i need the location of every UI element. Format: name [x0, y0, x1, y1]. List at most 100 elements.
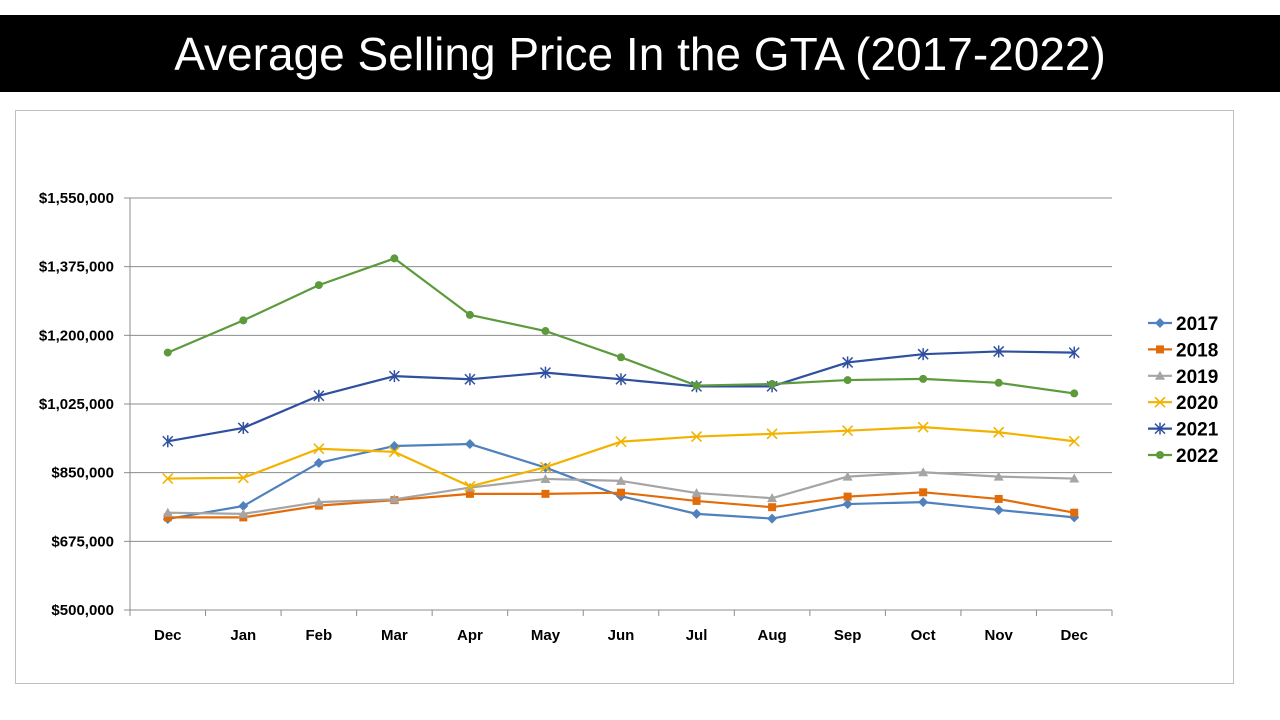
x-tick-label: Dec — [154, 627, 182, 644]
legend-label: 2018 — [1176, 340, 1218, 361]
y-tick-label: $850,000 — [51, 465, 114, 482]
data-point-marker — [692, 496, 701, 505]
data-point-marker — [388, 370, 400, 383]
data-point-marker — [465, 489, 474, 498]
marker-stroke — [993, 426, 1005, 438]
data-point-marker — [464, 480, 476, 492]
series-2020 — [162, 421, 1080, 492]
x-tick-label: Sep — [834, 627, 862, 644]
marker-stroke — [388, 446, 400, 458]
data-point-marker — [767, 493, 778, 503]
data-point-marker — [691, 488, 702, 498]
x-axis-tick-labels: Dec Jan Feb Mar Apr May Jun Jul Aug Sep Oct Nov Dec — [154, 627, 1088, 644]
legend-item-2017: 2017 — [1148, 314, 1218, 335]
data-point-marker — [540, 473, 551, 483]
data-point-marker — [313, 457, 324, 468]
data-point-marker — [237, 472, 249, 484]
marker-stroke — [917, 421, 929, 433]
marker-stroke — [539, 461, 552, 473]
marker-stroke — [313, 443, 325, 455]
data-point-marker — [1155, 318, 1165, 328]
title-bar: Average Selling Price In the GTA (2017-2… — [0, 15, 1280, 92]
data-point-marker — [539, 366, 551, 379]
axes — [124, 197, 1113, 616]
legend-label: 2017 — [1176, 314, 1218, 335]
data-point-marker — [842, 471, 853, 481]
y-tick-label: $500,000 — [51, 602, 114, 619]
data-point-marker — [917, 421, 929, 433]
data-point-marker — [313, 443, 325, 455]
data-point-marker — [617, 353, 625, 362]
data-point-marker — [313, 389, 325, 402]
legend-item-2018: 2018 — [1148, 340, 1218, 361]
data-point-marker — [919, 488, 928, 497]
x-tick-label: Aug — [757, 627, 786, 644]
data-point-marker — [615, 373, 627, 386]
legend: 2017 2018 2019 2020 2021 2022 — [1148, 314, 1219, 467]
data-point-marker — [388, 446, 400, 458]
data-point-marker — [691, 508, 702, 519]
data-point-marker — [539, 461, 552, 473]
x-tick-label: Dec — [1060, 627, 1088, 644]
data-point-marker — [464, 439, 475, 450]
data-point-marker — [1068, 346, 1080, 359]
marker-stroke — [237, 472, 249, 484]
marker-stroke — [690, 431, 703, 443]
y-tick-label: $675,000 — [51, 533, 114, 550]
data-point-marker — [690, 431, 703, 443]
data-point-marker — [238, 501, 249, 512]
chart-frame — [15, 110, 1234, 684]
data-point-marker — [617, 488, 625, 497]
data-point-marker — [541, 327, 550, 336]
series-2022 — [163, 254, 1079, 398]
data-point-marker — [993, 504, 1004, 515]
data-point-marker — [615, 436, 627, 448]
data-point-marker — [842, 425, 854, 437]
data-point-marker — [239, 316, 248, 325]
data-point-marker — [163, 348, 172, 357]
legend-item-2020: 2020 — [1148, 393, 1218, 414]
data-point-marker — [1154, 396, 1166, 408]
y-tick-label: $1,200,000 — [39, 327, 114, 344]
data-point-marker — [1156, 345, 1164, 354]
y-axis-tick-labels: $500,000 $675,000 $850,000 $1,025,000 $1,200… — [39, 190, 114, 619]
data-point-marker — [465, 310, 474, 319]
data-point-marker — [541, 489, 550, 498]
data-point-marker — [313, 497, 324, 507]
chart-title: Average Selling Price In the GTA (2017-2… — [174, 27, 1106, 80]
marker-stroke — [1154, 396, 1166, 408]
data-point-marker — [993, 471, 1004, 481]
data-point-marker — [768, 503, 777, 512]
data-point-marker — [237, 421, 249, 434]
data-point-marker — [1070, 389, 1079, 398]
y-tick-label: $1,025,000 — [39, 396, 114, 413]
x-tick-label: Mar — [381, 627, 408, 644]
legend-label: 2020 — [1176, 393, 1218, 414]
data-point-marker — [162, 472, 174, 485]
data-point-marker — [390, 254, 399, 263]
legend-item-2019: 2019 — [1148, 367, 1218, 388]
data-point-marker — [314, 281, 323, 290]
y-tick-label: $1,375,000 — [39, 259, 114, 276]
x-tick-label: Nov — [985, 627, 1014, 644]
x-tick-label: May — [531, 627, 561, 644]
series-lines — [162, 254, 1080, 524]
legend-item-2021: 2021 — [1148, 420, 1219, 441]
data-point-marker — [993, 426, 1005, 438]
x-tick-label: Oct — [911, 627, 936, 644]
legend-label: 2022 — [1176, 446, 1218, 467]
data-point-marker — [238, 508, 249, 518]
data-point-marker — [766, 428, 778, 440]
data-point-marker — [917, 348, 929, 361]
legend-label: 2021 — [1176, 420, 1219, 441]
data-point-marker — [389, 494, 400, 504]
data-point-marker — [918, 467, 929, 477]
marker-stroke — [766, 428, 778, 440]
data-point-marker — [1155, 370, 1165, 380]
data-point-marker — [918, 497, 929, 508]
data-point-marker — [616, 475, 626, 485]
data-point-marker — [843, 492, 852, 501]
x-tick-label: Feb — [306, 627, 333, 644]
data-point-marker — [994, 378, 1003, 387]
